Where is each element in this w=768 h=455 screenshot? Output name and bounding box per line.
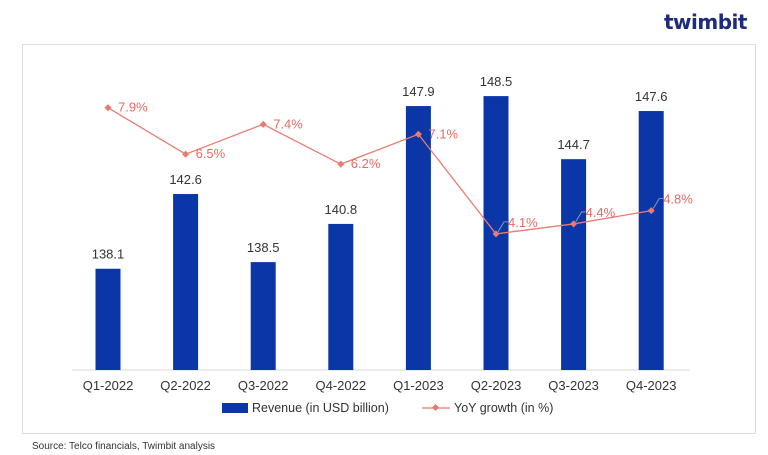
- yoy-label-Q4-2023: 4.8%: [663, 192, 693, 207]
- yoy-label-Q2-2022: 6.5%: [196, 146, 226, 161]
- yoy-label-Q2-2023: 4.1%: [508, 215, 538, 230]
- bar-Q4-2022: [328, 223, 354, 370]
- yoy-label-Q1-2022: 7.9%: [118, 100, 148, 115]
- bar-label-Q3-2023: 144.7: [557, 137, 590, 152]
- yoy-point-Q4-2022: [337, 160, 345, 168]
- yoy-leader-line: [652, 198, 664, 209]
- yoy-point-Q1-2022: [104, 104, 112, 112]
- yoy-point-Q2-2022: [182, 150, 190, 158]
- legend-revenue: Revenue (in USD billion): [222, 401, 389, 415]
- yoy-point-Q3-2023: [570, 220, 578, 228]
- x-tick-label: Q4-2022: [316, 378, 367, 393]
- bar-label-Q1-2022: 138.1: [92, 247, 125, 262]
- yoy-growth-line: [107, 107, 652, 235]
- x-tick-label: Q1-2022: [83, 378, 134, 393]
- bar-label-Q1-2023: 147.9: [402, 84, 435, 99]
- x-tick-label: Q2-2023: [471, 378, 522, 393]
- legend-yoy: YoY growth (in %): [422, 401, 553, 415]
- bar-label-Q2-2023: 148.5: [480, 74, 513, 89]
- yoy-leader-line: [497, 221, 508, 233]
- bar-Q3-2023: [561, 159, 587, 370]
- bar-Q1-2023: [405, 106, 431, 370]
- yoy-label-Q1-2023: 7.1%: [428, 126, 458, 141]
- x-tick-label: Q2-2022: [160, 378, 211, 393]
- yoy-point-Q4-2023: [647, 207, 655, 215]
- yoy-label-Q3-2022: 7.4%: [273, 116, 303, 131]
- x-tick-label: Q4-2023: [626, 378, 677, 393]
- bar-Q3-2022: [250, 262, 276, 370]
- bar-Q4-2023: [638, 111, 664, 370]
- yoy-label-Q3-2023: 4.4%: [586, 205, 616, 220]
- yoy-point-Q2-2023: [492, 230, 500, 238]
- bar-Q1-2022: [95, 268, 121, 370]
- yoy-leader-line: [575, 211, 586, 223]
- yoy-point-Q3-2022: [259, 120, 267, 128]
- x-tick-label: Q3-2022: [238, 378, 289, 393]
- bar-label-Q4-2023: 147.6: [635, 89, 668, 104]
- legend-bar-swatch: [222, 403, 248, 413]
- source-note: Source: Telco financials, Twimbit analys…: [32, 441, 216, 452]
- bar-label-Q3-2022: 138.5: [247, 240, 280, 255]
- bar-label-Q4-2022: 140.8: [325, 202, 358, 217]
- bar-Q2-2022: [173, 194, 199, 370]
- bar-label-Q2-2022: 142.6: [169, 172, 202, 187]
- chart-frame: [22, 44, 756, 434]
- yoy-label-Q4-2022: 6.2%: [351, 156, 381, 171]
- legend-revenue-label: Revenue (in USD billion): [252, 401, 389, 415]
- x-tick-label: Q1-2023: [393, 378, 444, 393]
- twimbit-logo: twimbit: [664, 10, 747, 34]
- legend-yoy-label: YoY growth (in %): [454, 401, 554, 415]
- legend-line-swatch: [422, 403, 450, 412]
- yoy-point-Q1-2023: [414, 130, 422, 138]
- x-tick-label: Q3-2023: [548, 378, 599, 393]
